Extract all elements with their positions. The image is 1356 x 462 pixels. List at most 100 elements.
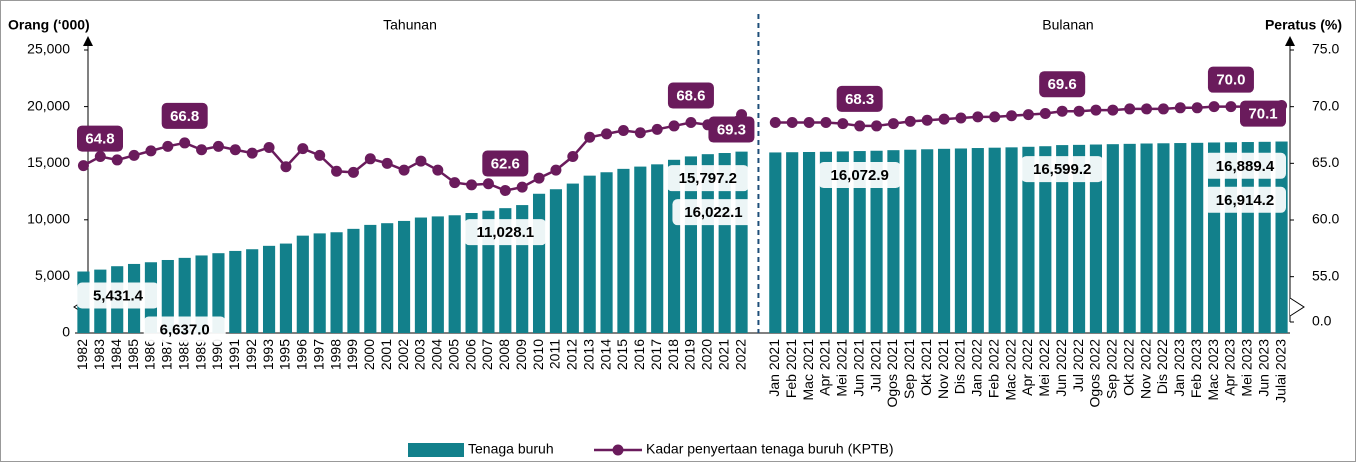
y2-tick-label: 65.0 [1312, 154, 1339, 170]
label-box [667, 82, 714, 109]
x-tick-label: 2000 [361, 339, 377, 370]
bar [701, 154, 714, 333]
section-label: Tahunan [383, 17, 437, 33]
bar [212, 253, 225, 333]
section-label: Bulanan [1042, 17, 1093, 33]
marker [550, 164, 562, 176]
bar-label: 11,028.1 [464, 219, 547, 246]
x-tick-label: 2018 [665, 339, 681, 370]
marker [145, 145, 157, 157]
x-tick-label: 1990 [209, 339, 225, 370]
bar [651, 164, 664, 333]
bar [1072, 144, 1086, 333]
legend-marker [612, 444, 624, 456]
bar-label: 16,072.9 [818, 162, 901, 189]
bar-label: 5,431.4 [77, 282, 159, 309]
legend-swatch [408, 443, 464, 457]
data-label: 15,797.2 [679, 170, 737, 187]
data-label: 16,072.9 [830, 167, 888, 184]
bar [718, 153, 731, 333]
x-tick-label: Mei 2022 [1036, 339, 1052, 397]
marker [398, 164, 410, 176]
bar [786, 152, 799, 333]
y-tick-label: 5,000 [35, 267, 70, 283]
x-tick-label: Nov 2022 [1137, 339, 1153, 399]
line [82, 113, 743, 192]
x-tick-label: 2004 [429, 339, 445, 370]
legend-label: Tenaga buruh [468, 441, 554, 457]
x-tick-label: Apr 2022 [1019, 339, 1035, 396]
x-tick-label: 2017 [648, 339, 664, 370]
data-label: 16,914.2 [1216, 192, 1274, 209]
marker [668, 120, 680, 132]
marker [246, 147, 258, 159]
marker [128, 149, 140, 161]
bar [802, 151, 816, 333]
x-tick-label: Mac 2022 [1002, 339, 1018, 401]
bar [262, 245, 276, 333]
axis-arrow [83, 36, 93, 46]
bar [431, 216, 444, 333]
x-tick-label: 2007 [479, 339, 495, 370]
x-tick-label: 1999 [344, 339, 360, 370]
bar [1174, 143, 1187, 333]
marker [601, 128, 613, 140]
left-axis-title: Orang (‘000) [8, 17, 90, 33]
bar [971, 148, 984, 333]
label-box [1204, 152, 1286, 179]
label-box [1204, 186, 1286, 213]
x-tick-label: Mei 2023 [1239, 339, 1255, 397]
marker [584, 131, 596, 143]
x-tick-label: 1996 [294, 339, 310, 370]
legend-label: Kadar penyertaan tenaga buruh (KPTB) [646, 441, 894, 457]
x-tick-label: 2021 [715, 339, 731, 370]
bar [937, 148, 951, 333]
bar [634, 166, 647, 333]
marker [955, 112, 967, 124]
x-tick-label: 1982 [74, 339, 90, 370]
bar [1056, 145, 1069, 333]
x-tick-label: Okt 2022 [1120, 339, 1136, 396]
bar-label: 16,914.2 [1204, 186, 1286, 213]
line-label: 62.6 [482, 150, 529, 177]
axis-arrow [1285, 36, 1295, 46]
line-label: 66.8 [161, 102, 208, 129]
marker [1039, 107, 1051, 119]
bar [583, 175, 596, 333]
bar [853, 151, 866, 333]
x-tick-label: Jan 2021 [766, 339, 782, 397]
bar [769, 152, 782, 333]
marker [347, 166, 359, 178]
marker [229, 144, 241, 156]
marker [449, 177, 461, 189]
marker [1124, 103, 1136, 115]
label-box [77, 282, 159, 309]
bar [397, 220, 411, 333]
marker [516, 181, 528, 193]
x-tick-label: 1989 [192, 339, 208, 370]
data-label: 16,022.1 [684, 204, 742, 221]
x-tick-label: 2015 [614, 339, 630, 370]
marker [786, 117, 798, 129]
marker [972, 111, 984, 123]
x-tick-label: Dis 2021 [952, 339, 968, 394]
bar [229, 250, 242, 333]
bar [381, 223, 394, 333]
data-label: 70.0 [1216, 72, 1245, 89]
marker [1073, 105, 1085, 117]
marker [1107, 104, 1119, 116]
x-tick-label: 2022 [732, 339, 748, 370]
marker [499, 185, 511, 197]
x-tick-label: 2016 [631, 339, 647, 370]
marker [854, 120, 866, 132]
bar [448, 215, 461, 333]
data-label: 16,889.4 [1216, 158, 1275, 175]
data-label: 64.8 [85, 131, 114, 148]
bar [414, 217, 428, 333]
marker [567, 151, 579, 163]
marker [331, 165, 343, 177]
marker [482, 178, 494, 190]
bar [1089, 144, 1103, 333]
bar-label: 6,637.0 [143, 316, 226, 343]
x-tick-label: Sep 2022 [1104, 339, 1120, 399]
